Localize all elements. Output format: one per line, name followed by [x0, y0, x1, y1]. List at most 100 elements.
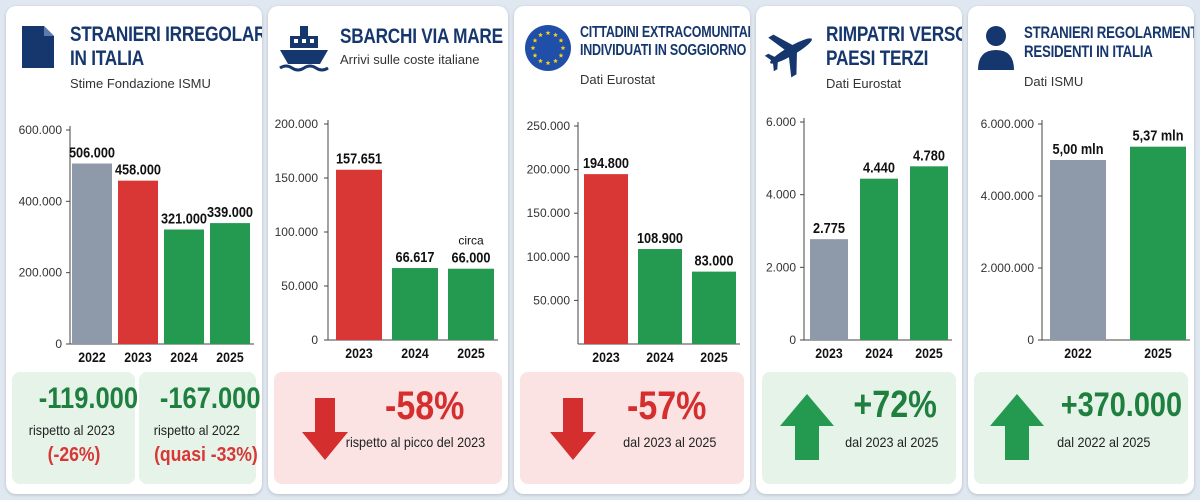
- eu-star: [558, 52, 564, 58]
- eu-star: [553, 32, 558, 38]
- summary-value: +72%: [853, 384, 937, 426]
- y-tick-label: 100.000: [527, 250, 571, 264]
- bar-value-label: 194.800: [583, 154, 629, 171]
- down-arrow-icon: [302, 398, 348, 460]
- stat-value: -167.000: [159, 382, 261, 415]
- panel-title: RIMPATRI VERSO: [826, 23, 962, 46]
- panel-title-line2: PAESI TERZI: [826, 47, 929, 70]
- summary-description: rispetto al picco del 2023: [345, 434, 486, 450]
- panel-subtitle: Dati Eurostat: [580, 72, 656, 87]
- person-icon: [978, 26, 1014, 70]
- bar-value-label: 108.900: [637, 229, 683, 246]
- bar-2024: [164, 229, 204, 344]
- bar-value-label: 66.000: [452, 249, 491, 266]
- summary-value: -57%: [627, 384, 707, 428]
- panel-title: CITTADINI EXTRACOMUNITARI: [580, 24, 750, 41]
- panel-repatriations: RIMPATRI VERSO PAESI TERZI Dati Eurostat…: [756, 6, 962, 494]
- eu-star: [545, 30, 551, 36]
- y-tick-label: 0: [789, 333, 796, 347]
- bar-chart: 0 200.000 400.000 600.000 506.000 2022 458.000…: [19, 123, 254, 365]
- x-tick-label: 2023: [124, 349, 151, 365]
- stat-percent: (quasi -33%): [154, 444, 258, 466]
- panel-subtitle: Dati ISMU: [1024, 74, 1084, 89]
- bar-2023: [584, 174, 628, 344]
- eu-star: [532, 37, 538, 43]
- bar-value-prefix: circa: [458, 234, 484, 248]
- panel-title-line2: IN ITALIA: [70, 47, 144, 70]
- stat-description: rispetto al 2022: [153, 422, 240, 438]
- x-tick-label: 2022: [78, 349, 105, 365]
- x-tick-label: 2024: [401, 345, 429, 361]
- eu-star: [538, 32, 543, 38]
- bar-2024: [638, 249, 682, 344]
- summary-box: +370.000 dal 2022 al 2025: [974, 372, 1188, 484]
- y-tick-label: 200.000: [275, 117, 319, 131]
- y-tick-label: 250.000: [527, 119, 571, 133]
- bar-value-label: 66.617: [396, 248, 435, 265]
- panel-legal-residents: STRANIERI REGOLARMENTE RESIDENTI IN ITAL…: [968, 6, 1194, 494]
- y-tick-label: 150.000: [275, 171, 319, 185]
- bar-value-label: 83.000: [695, 252, 734, 269]
- x-tick-label: 2024: [646, 349, 674, 365]
- bar-2024: [860, 178, 898, 340]
- bar-value-label: 4.440: [863, 159, 895, 176]
- bar-value-label: 157.651: [336, 150, 382, 167]
- summary-value: -58%: [385, 384, 465, 428]
- bar-2022: [72, 163, 112, 344]
- bar-2025: [448, 268, 494, 340]
- bar-2023: [810, 239, 848, 340]
- y-tick-label: 2.000: [766, 260, 796, 274]
- x-tick-label: 2025: [915, 345, 942, 361]
- x-tick-label: 2022: [1064, 345, 1091, 361]
- panel-subtitle: Stime Fondazione ISMU: [70, 76, 211, 91]
- panel-sea-landings: SBARCHI VIA MARE Arrivi sulle coste ital…: [268, 6, 508, 494]
- summary-description: dal 2023 al 2025: [623, 434, 717, 450]
- summary-box: -57% dal 2023 al 2025: [520, 372, 744, 484]
- y-tick-label: 100.000: [275, 225, 319, 239]
- eu-star: [553, 58, 558, 64]
- up-arrow-icon: [990, 394, 1044, 460]
- y-tick-label: 600.000: [19, 123, 63, 137]
- x-tick-label: 2023: [592, 349, 619, 365]
- eu-star: [530, 45, 536, 51]
- bar-value-label: 5,37 mln: [1133, 127, 1184, 144]
- y-tick-label: 0: [311, 333, 318, 347]
- ship-icon: [279, 26, 329, 72]
- summary-box: -58% rispetto al picco del 2023: [274, 372, 502, 484]
- panel-subtitle: Arrivi sulle coste italiane: [340, 52, 480, 67]
- x-tick-label: 2025: [457, 345, 484, 361]
- y-tick-label: 200.000: [527, 163, 571, 177]
- y-tick-label: 0: [55, 337, 62, 351]
- y-tick-label: 6.000.000: [981, 117, 1035, 131]
- panel-title: STRANIERI IRREGOLARI: [70, 23, 262, 46]
- eu-star: [545, 60, 551, 66]
- eu-star: [532, 52, 538, 58]
- x-tick-label: 2024: [170, 349, 198, 365]
- bar-2024: [392, 268, 438, 340]
- panel-title: STRANIERI REGOLARMENTE: [1024, 23, 1194, 42]
- eu-star: [558, 37, 564, 43]
- x-tick-label: 2025: [216, 349, 243, 365]
- bar-chart: 0 2.000 4.000 6.000 2.775 2023 4.440 2024 4.780 2…: [766, 115, 952, 361]
- stat-box-2022: -167.000 rispetto al 2022 (quasi -33%): [139, 372, 261, 484]
- panel-subtitle: Dati Eurostat: [826, 76, 902, 91]
- bar-2023: [336, 169, 382, 340]
- bar-2022: [1050, 160, 1106, 340]
- panel-title-line2: RESIDENTI IN ITALIA: [1024, 42, 1153, 61]
- y-tick-label: 50.000: [281, 279, 318, 293]
- bar-2025: [1130, 146, 1186, 340]
- panel-title: SBARCHI VIA MARE: [340, 25, 503, 48]
- stat-percent: (-26%): [47, 444, 101, 466]
- bar-value-label: 5,00 mln: [1053, 140, 1104, 157]
- bar-value-label: 458.000: [115, 161, 161, 178]
- y-tick-label: 4.000: [766, 188, 796, 202]
- y-tick-label: 150.000: [527, 206, 571, 220]
- bar-value-label: 321.000: [161, 210, 207, 227]
- x-tick-label: 2025: [700, 349, 727, 365]
- x-tick-label: 2024: [865, 345, 893, 361]
- y-tick-label: 2.000.000: [981, 261, 1035, 275]
- bar-value-label: 339.000: [207, 203, 253, 220]
- up-arrow-icon: [780, 394, 834, 460]
- stat-box-2023: -119.000 rispetto al 2023 (-26%): [12, 372, 138, 484]
- down-arrow-icon: [550, 398, 596, 460]
